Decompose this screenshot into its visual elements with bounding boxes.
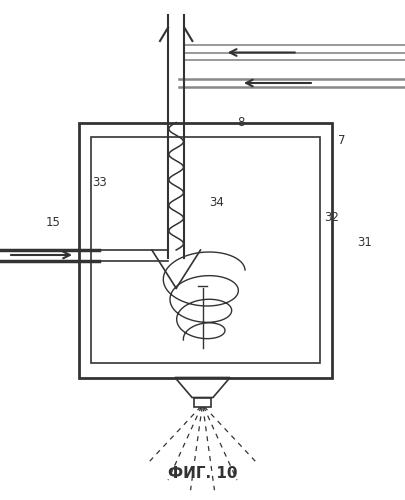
Text: 15: 15 bbox=[45, 216, 60, 229]
Text: 32: 32 bbox=[325, 211, 339, 224]
Text: ФИГ. 10: ФИГ. 10 bbox=[168, 466, 237, 481]
Text: 8: 8 bbox=[237, 116, 245, 129]
Bar bbox=[91, 138, 320, 362]
Bar bbox=[194, 398, 211, 406]
Text: 31: 31 bbox=[357, 236, 372, 249]
Bar bbox=[79, 122, 332, 378]
Text: 34: 34 bbox=[209, 196, 224, 209]
Text: 33: 33 bbox=[92, 176, 107, 189]
Text: 7: 7 bbox=[339, 134, 346, 147]
